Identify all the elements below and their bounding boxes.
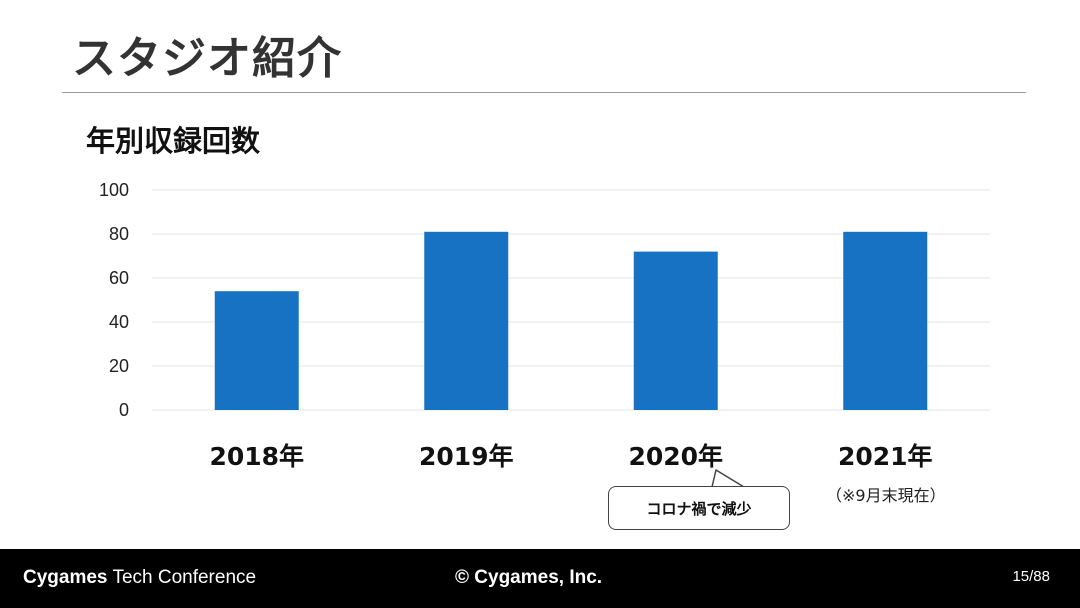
x-category-label: 2019年 [419, 442, 514, 471]
y-tick-label: 0 [119, 400, 129, 420]
conference-brand: Cygames Tech Conference [23, 567, 256, 589]
chart-title: 年別収録回数 [86, 124, 261, 158]
y-tick-label: 20 [109, 356, 129, 376]
y-tick-label: 60 [109, 268, 129, 288]
page-number: 15/88 [1012, 568, 1050, 585]
y-tick-label: 40 [109, 312, 129, 332]
bar-chart: 0 20 40 60 80 100 2018年 2019年 2020年 2021年 [99, 180, 990, 471]
brand-name: Cygames [23, 567, 108, 588]
bar [424, 231, 509, 410]
x-category-label: 2020年 [628, 442, 723, 471]
x-category-label: 2018年 [209, 442, 304, 471]
bar [633, 251, 718, 410]
bar [214, 291, 299, 410]
copyright: © Cygames, Inc. [455, 567, 603, 588]
y-tick-label: 100 [99, 180, 129, 200]
brand-event: Tech Conference [112, 567, 257, 588]
footnote: （※9月末現在） [826, 486, 946, 505]
bar [843, 231, 928, 410]
slide-title: スタジオ紹介 [72, 33, 342, 84]
footer-bar: Cygames Tech Conference © Cygames, Inc. … [0, 549, 1080, 608]
y-tick-label: 80 [109, 224, 129, 244]
callout-pointer [711, 469, 745, 488]
title-divider [62, 92, 1026, 93]
covid-callout: コロナ禍で減少 [608, 486, 790, 530]
x-category-label: 2021年 [838, 442, 933, 471]
